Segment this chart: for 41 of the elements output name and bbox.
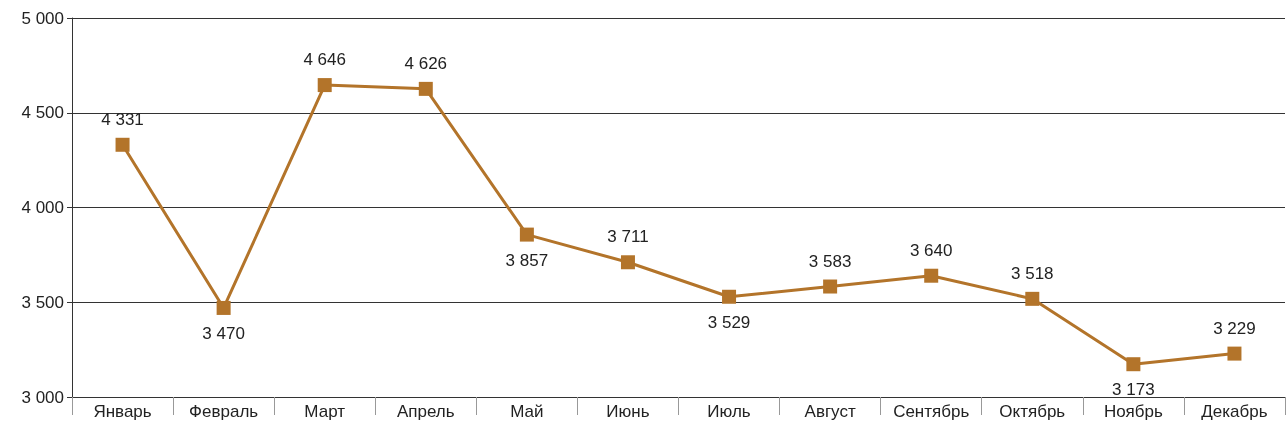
y-tick-label: 4 000 [21, 198, 64, 217]
data-label: 3 470 [202, 323, 245, 343]
data-label: 4 646 [303, 50, 346, 70]
data-label: 3 711 [607, 227, 649, 247]
x-tick-label: Февраль [189, 402, 259, 421]
x-tick-label: Декабрь [1201, 402, 1268, 421]
point [1227, 346, 1242, 361]
point [924, 268, 939, 283]
point [620, 255, 635, 270]
x-tick-label: Июль [707, 402, 751, 421]
x-tick-label: Март [304, 402, 346, 421]
y-tick-label: 3 500 [21, 292, 64, 312]
point [823, 279, 838, 294]
point [1126, 357, 1141, 372]
data-label: 3 583 [808, 251, 852, 271]
y-tick-label: 5 000 [21, 8, 64, 28]
data-label: 3 229 [1213, 318, 1256, 338]
data-label: 4 626 [404, 53, 448, 73]
x-tick-label: Август [804, 402, 856, 421]
y-tick-label: 4 500 [21, 103, 64, 123]
point [216, 300, 231, 315]
data-label: 4 331 [101, 109, 144, 129]
x-tick-label: Апрель [396, 402, 455, 421]
y-tick-label: 3 000 [21, 387, 64, 407]
data-label: 3 529 [707, 312, 751, 332]
point [519, 227, 534, 242]
data-label: 3 640 [909, 240, 953, 260]
data-label: 3 518 [1011, 263, 1054, 283]
point [1025, 291, 1040, 306]
point [418, 81, 433, 96]
x-tick-label: Июнь [606, 402, 650, 421]
x-tick-label: Ноябрь [1103, 402, 1163, 421]
point [317, 78, 332, 93]
data-label: 3 857 [505, 250, 549, 270]
data-label: 3 173 [1112, 380, 1155, 400]
x-tick-label: Май [510, 402, 544, 421]
point [115, 137, 130, 152]
x-tick-label: Январь [93, 402, 152, 421]
point [722, 289, 737, 304]
x-tick-label: Сентябрь [893, 402, 970, 421]
x-tick-label: Октябрь [999, 402, 1066, 421]
